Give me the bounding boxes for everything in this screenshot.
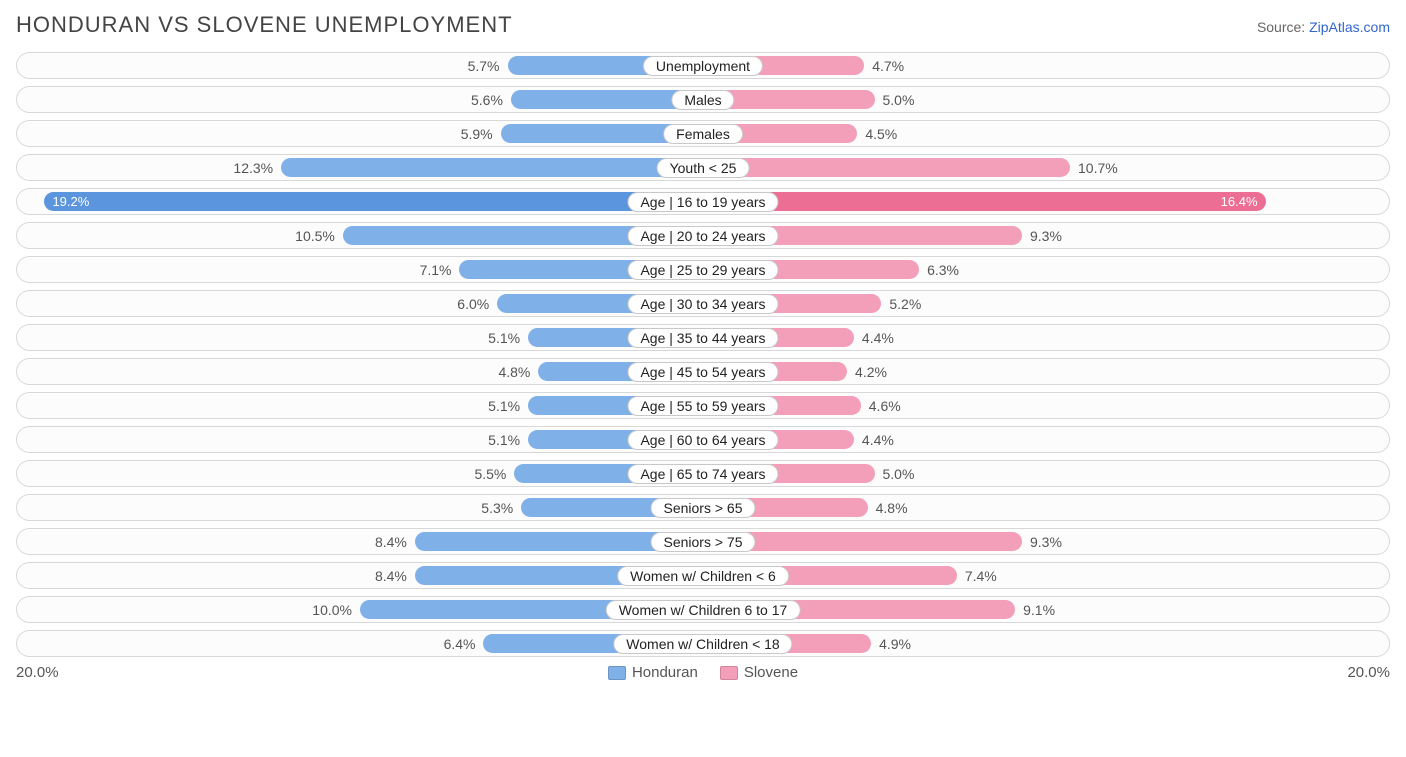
chart-row: 5.1% 4.6% Age | 55 to 59 years [16,392,1390,419]
chart-header: HONDURAN VS SLOVENE UNEMPLOYMENT Source:… [16,12,1390,38]
category-label: Age | 16 to 19 years [627,192,778,212]
chart-row: 4.8% 4.2% Age | 45 to 54 years [16,358,1390,385]
bar-value-right: 9.3% [1024,228,1062,244]
chart-row: 6.0% 5.2% Age | 30 to 34 years [16,290,1390,317]
legend-item-right: Slovene [720,664,798,681]
bar-right: 10.7% [703,158,1070,177]
category-label: Women w/ Children < 18 [613,634,792,654]
chart-source: Source: ZipAtlas.com [1257,19,1390,35]
bar-value-left: 5.6% [471,92,509,108]
bar-value-left: 10.5% [295,228,341,244]
bar-value-right: 5.0% [877,466,915,482]
legend-swatch-left [608,666,626,680]
bar-value-left: 7.1% [420,262,458,278]
bar-value-right: 9.1% [1017,602,1055,618]
bar-value-left: 12.3% [233,160,279,176]
chart-row: 5.3% 4.8% Seniors > 65 [16,494,1390,521]
bar-value-right: 16.4% [1221,194,1258,209]
bar-value-right: 4.2% [849,364,887,380]
bar-value-left: 5.5% [474,466,512,482]
bar-value-left: 5.7% [468,58,506,74]
category-label: Females [663,124,743,144]
chart-row: 6.4% 4.9% Women w/ Children < 18 [16,630,1390,657]
category-label: Women w/ Children < 6 [617,566,789,586]
category-label: Seniors > 75 [651,532,756,552]
bar-value-left: 5.1% [488,398,526,414]
category-label: Unemployment [643,56,763,76]
legend-label-right: Slovene [744,664,798,681]
chart-row: 5.7% 4.7% Unemployment [16,52,1390,79]
chart-row: 5.1% 4.4% Age | 60 to 64 years [16,426,1390,453]
bar-value-right: 10.7% [1072,160,1118,176]
category-label: Males [671,90,734,110]
source-prefix: Source: [1257,19,1309,35]
category-label: Age | 25 to 29 years [627,260,778,280]
bar-value-right: 7.4% [959,568,997,584]
category-label: Age | 35 to 44 years [627,328,778,348]
category-label: Age | 20 to 24 years [627,226,778,246]
bar-value-right: 4.4% [856,330,894,346]
legend: Honduran Slovene [608,664,798,681]
chart-row: 8.4% 9.3% Seniors > 75 [16,528,1390,555]
chart-row: 5.1% 4.4% Age | 35 to 44 years [16,324,1390,351]
legend-swatch-right [720,666,738,680]
bar-value-left: 5.3% [481,500,519,516]
diverging-bar-chart: 5.7% 4.7% Unemployment 5.6% 5.0% Males 5.9% 4.5… [16,52,1390,657]
category-label: Age | 30 to 34 years [627,294,778,314]
category-label: Age | 65 to 74 years [627,464,778,484]
legend-label-left: Honduran [632,664,698,681]
bar-value-right: 9.3% [1024,534,1062,550]
bar-value-left: 4.8% [498,364,536,380]
chart-row: 5.5% 5.0% Age | 65 to 74 years [16,460,1390,487]
bar-value-right: 4.8% [870,500,908,516]
bar-left: 19.2% [44,192,703,211]
chart-footer: 20.0% Honduran Slovene 20.0% [16,664,1390,681]
bar-value-right: 4.4% [856,432,894,448]
source-link[interactable]: ZipAtlas.com [1309,19,1390,35]
chart-row: 10.5% 9.3% Age | 20 to 24 years [16,222,1390,249]
bar-value-right: 4.6% [863,398,901,414]
bar-value-left: 5.1% [488,330,526,346]
bar-left: 12.3% [281,158,703,177]
bar-value-left: 19.2% [52,194,89,209]
category-label: Age | 55 to 59 years [627,396,778,416]
bar-value-left: 8.4% [375,534,413,550]
category-label: Age | 60 to 64 years [627,430,778,450]
category-label: Age | 45 to 54 years [627,362,778,382]
bar-value-right: 6.3% [921,262,959,278]
chart-row: 7.1% 6.3% Age | 25 to 29 years [16,256,1390,283]
category-label: Youth < 25 [657,158,750,178]
category-label: Women w/ Children 6 to 17 [606,600,801,620]
chart-row: 12.3%10.7%Youth < 25 [16,154,1390,181]
category-label: Seniors > 65 [651,498,756,518]
bar-value-right: 5.2% [883,296,921,312]
bar-value-right: 4.7% [866,58,904,74]
bar-value-left: 5.9% [461,126,499,142]
legend-item-left: Honduran [608,664,698,681]
axis-max-left: 20.0% [16,664,59,681]
bar-value-left: 10.0% [312,602,358,618]
chart-row: 5.6% 5.0% Males [16,86,1390,113]
bar-right: 16.4% [703,192,1266,211]
bar-value-left: 8.4% [375,568,413,584]
bar-value-left: 6.4% [444,636,482,652]
chart-title: HONDURAN VS SLOVENE UNEMPLOYMENT [16,12,513,38]
bar-value-right: 4.5% [859,126,897,142]
bar-value-left: 5.1% [488,432,526,448]
chart-row: 5.9% 4.5% Females [16,120,1390,147]
chart-row: 19.2% 16.4% Age | 16 to 19 years [16,188,1390,215]
bar-value-right: 4.9% [873,636,911,652]
chart-row: 10.0% 9.1% Women w/ Children 6 to 17 [16,596,1390,623]
bar-value-left: 6.0% [457,296,495,312]
bar-value-right: 5.0% [877,92,915,108]
chart-row: 8.4% 7.4% Women w/ Children < 6 [16,562,1390,589]
axis-max-right: 20.0% [1347,664,1390,681]
